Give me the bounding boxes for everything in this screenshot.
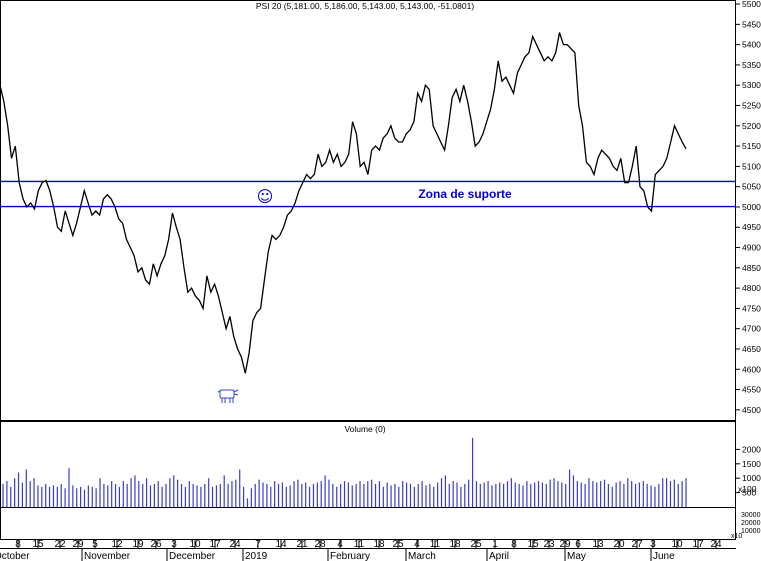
volume-y-axis: 2000 1500 1000 500 <box>736 444 761 498</box>
price-line <box>0 32 687 374</box>
x-tick-label: 13 <box>592 539 604 550</box>
volume-tick-label: 1500 <box>742 459 761 469</box>
lower-tick-label: 30000 <box>741 512 761 519</box>
y-tick-label: 5000 <box>742 202 761 212</box>
month-axis: October November December 2019 February March… <box>0 549 675 561</box>
x-tick-label: 15 <box>32 539 44 550</box>
y-tick-label: 4700 <box>742 324 761 334</box>
x-tick-label: 6 <box>575 539 581 550</box>
month-label: June <box>653 551 675 561</box>
x-tick-label: 10 <box>671 539 683 550</box>
x-tick-label: 24 <box>710 539 722 550</box>
x-tick-label: 20 <box>613 539 625 550</box>
x-tick-label: 23 <box>543 539 555 550</box>
y-tick-label: 4800 <box>742 283 761 293</box>
x-tick-label: 1 <box>492 539 498 550</box>
x-tick-label: 15 <box>527 539 539 550</box>
x-tick-label: 24 <box>229 539 241 550</box>
y-tick-label: 4750 <box>742 303 761 313</box>
support-zone: Zona de suporte <box>0 180 736 208</box>
x-tick-label: 10 <box>189 539 201 550</box>
x-tick-label: 29 <box>559 539 571 550</box>
x-tick-label: 5 <box>92 539 98 550</box>
x-tick-label: 26 <box>150 539 162 550</box>
x-tick-label: 27 <box>631 539 643 550</box>
x-tick-label: 22 <box>54 539 66 550</box>
month-label: 2019 <box>245 551 268 561</box>
price-y-axis: 4500 4550 4600 4650 4700 4750 4800 4850 4900 4950… <box>736 0 761 415</box>
y-tick-label: 5100 <box>742 161 761 171</box>
lower-tick-label: 10000 <box>741 528 761 535</box>
y-tick-label: 5300 <box>742 80 761 90</box>
lower-multiplier-label: x10 <box>731 533 742 540</box>
price-panel-frame <box>0 0 736 421</box>
y-tick-label: 5450 <box>742 19 761 29</box>
lower-tick-label: 20000 <box>741 520 761 527</box>
x-tick-label: 4 <box>414 539 420 550</box>
x-tick-label: 11 <box>354 539 365 550</box>
x-tick-label: 8 <box>15 539 21 550</box>
y-tick-label: 5350 <box>742 60 761 70</box>
x-tick-label: 11 <box>430 539 441 550</box>
date-axis: 8 15 22 29 5 12 19 26 3 10 17 24 7 14 21 28 4 11 18 25 4 11 18… <box>15 539 722 550</box>
x-tick-label: 25 <box>392 539 404 550</box>
volume-tick-label: 2000 <box>742 444 761 454</box>
month-label: February <box>330 551 370 561</box>
y-tick-label: 4600 <box>742 364 761 374</box>
y-tick-label: 4500 <box>742 405 761 415</box>
x-tick-label: 21 <box>296 539 308 550</box>
x-tick-label: 25 <box>470 539 482 550</box>
month-label: April <box>489 551 509 561</box>
volume-title: Volume (0) <box>344 424 385 434</box>
y-tick-label: 5200 <box>742 121 761 131</box>
month-label: December <box>169 551 216 561</box>
x-tick-label: 7 <box>255 539 261 550</box>
x-tick-label: 29 <box>72 539 84 550</box>
x-tick-label: 12 <box>111 539 123 550</box>
y-tick-label: 5500 <box>742 0 761 9</box>
y-tick-label: 5400 <box>742 40 761 50</box>
volume-bars <box>2 437 687 507</box>
chart-title: PSI 20 (5,181.00, 5,186.00, 5,143.00, 5,… <box>256 1 475 11</box>
y-tick-label: 4900 <box>742 243 761 253</box>
month-label: October <box>0 551 30 561</box>
month-label: May <box>567 551 586 561</box>
x-tick-label: 28 <box>314 539 326 550</box>
x-tick-label: 3 <box>650 539 656 550</box>
y-tick-label: 5150 <box>742 141 761 151</box>
x-tick-label: 8 <box>511 539 517 550</box>
x-tick-label: 14 <box>275 539 287 550</box>
smiley-icon: ☺ <box>257 187 274 206</box>
volume-multiplier-label: x100 <box>738 484 757 494</box>
y-tick-label: 4950 <box>742 222 761 232</box>
x-tick-label: 17 <box>209 539 221 550</box>
volume-tick-label: 500 <box>742 488 756 498</box>
x-tick-label: 4 <box>337 539 343 550</box>
x-tick-label: 3 <box>171 539 177 550</box>
support-zone-label: Zona de suporte <box>418 187 512 201</box>
x-tick-label: 19 <box>132 539 144 550</box>
x-tick-label: 17 <box>692 539 704 550</box>
month-label: November <box>84 551 131 561</box>
y-tick-label: 5050 <box>742 182 761 192</box>
month-label: March <box>408 551 436 561</box>
bull-icon <box>217 389 239 403</box>
x-tick-label: 18 <box>449 539 461 550</box>
y-tick-label: 5250 <box>742 101 761 111</box>
y-tick-label: 4850 <box>742 263 761 273</box>
y-tick-label: 4650 <box>742 344 761 354</box>
x-tick-label: 18 <box>373 539 385 550</box>
volume-tick-label: 1000 <box>742 473 761 483</box>
lower-panel-frame <box>0 507 736 540</box>
y-tick-label: 4550 <box>742 385 761 395</box>
